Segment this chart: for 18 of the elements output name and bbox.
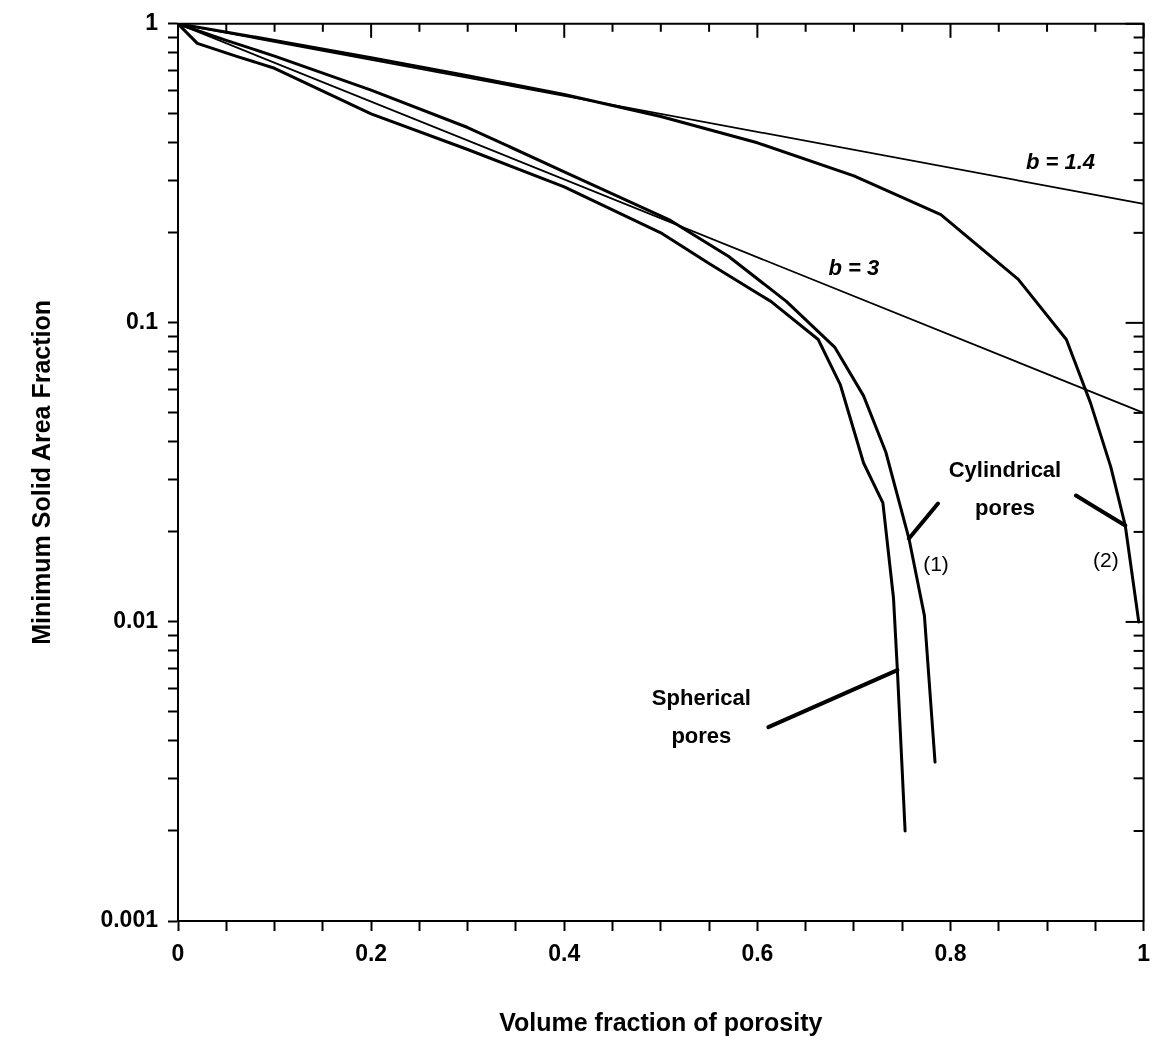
annotation: Spherical pores bbox=[651, 685, 751, 749]
annotation: b = 1.4 bbox=[1026, 148, 1096, 174]
x-tick-label: 1 bbox=[1137, 940, 1151, 967]
x-tick-label: 0.2 bbox=[355, 940, 388, 967]
y-tick-label: 0.01 bbox=[113, 607, 159, 634]
x-tick-label: 0.6 bbox=[741, 940, 774, 967]
y-tick-label: 0.1 bbox=[126, 308, 159, 335]
annotation: (1) bbox=[923, 551, 949, 575]
x-tick-label: 0.8 bbox=[934, 940, 967, 967]
x-axis-title: Volume fraction of porosity bbox=[499, 1007, 823, 1036]
y-axis-title: Minimum Solid Area Fraction bbox=[26, 299, 55, 645]
x-tick-label: 0.4 bbox=[548, 940, 581, 967]
x-tick-label: 0 bbox=[171, 940, 185, 967]
annotation: (2) bbox=[1093, 548, 1119, 572]
annotation: Cylindrical pores bbox=[948, 456, 1062, 520]
y-tick-label: 1 bbox=[145, 9, 159, 36]
y-tick-label: 0.001 bbox=[100, 906, 159, 933]
annotation: b = 3 bbox=[828, 254, 880, 280]
